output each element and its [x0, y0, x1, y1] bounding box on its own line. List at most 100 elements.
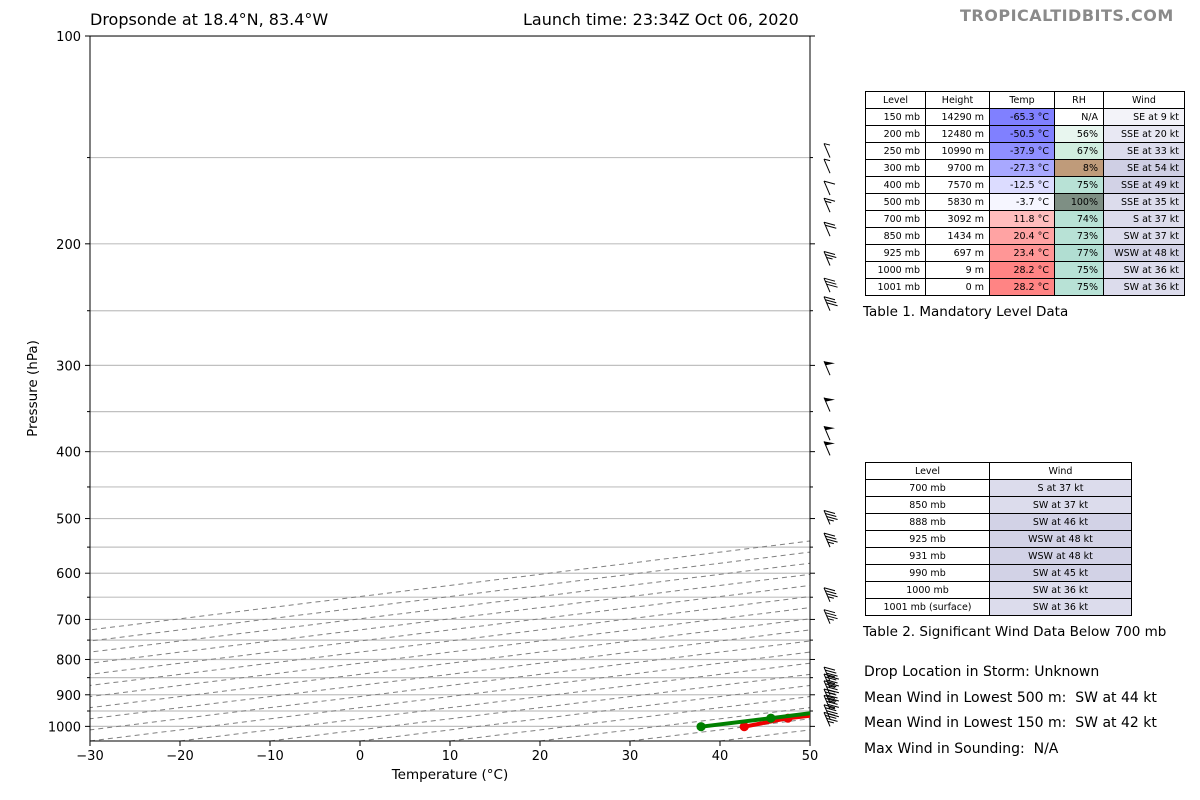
- level-cell: 1001 mb: [865, 278, 926, 296]
- table1-row: 500 mb 5830 m -3.7 °C 100% SSE at 35 kt: [865, 193, 1185, 211]
- wind-barb-staff: [823, 296, 831, 311]
- rh-cell: 75%: [1054, 278, 1104, 296]
- wind-barb-full: [825, 669, 837, 674]
- level-cell: 925 mb: [865, 530, 990, 548]
- level-cell: 500 mb: [865, 193, 926, 211]
- table2-row: 931 mb WSW at 48 kt: [865, 547, 1132, 565]
- x-tick-label: 30: [622, 749, 639, 764]
- table1-header-cell: Height: [925, 91, 990, 109]
- wind-barb-staff: [823, 180, 831, 196]
- height-cell: 9 m: [925, 261, 990, 279]
- table2-body: 700 mb S at 37 kt 850 mb SW at 37 kt 888 mb S…: [865, 479, 1132, 616]
- wind-barb: [823, 296, 838, 311]
- x-tick-label: −30: [76, 749, 103, 764]
- temp-cell: 11.8 °C: [989, 210, 1055, 228]
- table1-header-cell: Temp: [989, 91, 1055, 109]
- wind-barb-full: [826, 686, 838, 691]
- wind-barb-half: [829, 685, 836, 689]
- significant-wind-table: Level Wind 700 mb S at 37 kt 850 mb SW at 37…: [865, 462, 1132, 616]
- level-cell: 300 mb: [865, 159, 926, 177]
- wind-barb: [823, 532, 838, 548]
- level-cell: 700 mb: [865, 479, 990, 497]
- drop-location-text: Drop Location in Storm: Unknown: [864, 664, 1100, 680]
- wind-barb-full: [823, 704, 836, 709]
- y-tick-label: 400: [56, 446, 81, 461]
- mean-wind-150m-text: Mean Wind in Lowest 150 m: SW at 42 kt: [864, 715, 1157, 731]
- wind-cell: WSW at 48 kt: [989, 547, 1132, 565]
- table1-row: 850 mb 1434 m 20.4 °C 73% SW at 37 kt: [865, 227, 1185, 245]
- wind-barb-full: [825, 683, 837, 688]
- wind-barb-staff: [823, 688, 831, 704]
- wind-barb-full: [823, 221, 836, 226]
- y-tick-label: 1000: [48, 720, 81, 735]
- temp-cell: -3.7 °C: [989, 193, 1055, 211]
- wind-barb-full: [823, 277, 836, 282]
- wind-barb-half: [823, 158, 831, 162]
- isotherm-line: [90, 562, 810, 653]
- wind-barb-full: [825, 299, 837, 304]
- wind-barb: [823, 694, 839, 710]
- wind-barb-full: [825, 707, 837, 712]
- temp-cell: -37.9 °C: [989, 142, 1055, 160]
- wind-barb-full: [826, 538, 838, 543]
- isotherm-line: [90, 629, 810, 720]
- table1-header-cell: Level: [865, 91, 926, 109]
- temp-cell: -65.3 °C: [989, 108, 1055, 126]
- wind-barb-staff: [823, 704, 831, 719]
- wind-barb: [823, 251, 837, 266]
- wind-barb-full: [823, 666, 836, 671]
- wind-cell: SSE at 35 kt: [1103, 193, 1185, 211]
- wind-barb-pennant: [824, 361, 835, 366]
- y-tick-label: 500: [56, 513, 81, 528]
- y-tick-label: 700: [56, 613, 81, 628]
- wind-cell: S at 37 kt: [1103, 210, 1185, 228]
- rh-cell: 56%: [1054, 125, 1104, 143]
- level-cell: 150 mb: [865, 108, 926, 126]
- wind-barb-full: [823, 296, 836, 301]
- wind-barb-half: [826, 257, 833, 260]
- level-cell: 1000 mb: [865, 581, 990, 599]
- table2-header-cell: Level: [865, 462, 990, 480]
- height-cell: 10990 m: [925, 142, 990, 160]
- wind-barb: [823, 277, 838, 293]
- table1-header-row: Level Height Temp RH Wind: [865, 91, 1185, 109]
- wind-barb-full: [826, 679, 838, 684]
- isotherm-line: [359, 684, 810, 741]
- temperature-point: [849, 706, 858, 715]
- wind-barb-full: [823, 510, 836, 514]
- table2-row: 1000 mb SW at 36 kt: [865, 581, 1132, 599]
- isotherm-line: [90, 596, 810, 686]
- wind-cell: SW at 37 kt: [989, 496, 1132, 514]
- wind-barb-full: [827, 675, 839, 680]
- wind-barb: [823, 704, 839, 719]
- x-tick-label: 10: [442, 749, 459, 764]
- rh-cell: 75%: [1054, 261, 1104, 279]
- level-cell: 1001 mb (surface): [865, 598, 990, 616]
- height-cell: 697 m: [925, 244, 990, 262]
- table2-row: 990 mb SW at 45 kt: [865, 564, 1132, 582]
- table1-row: 400 mb 7570 m -12.5 °C 75% SSE at 49 kt: [865, 176, 1185, 194]
- isotherm-line: [90, 540, 810, 631]
- wind-barb: [823, 361, 835, 376]
- temp-cell: 28.2 °C: [989, 261, 1055, 279]
- level-cell: 250 mb: [865, 142, 926, 160]
- level-cell: 400 mb: [865, 176, 926, 194]
- wind-barb-staff: [823, 666, 831, 682]
- x-tick-label: −20: [166, 749, 193, 764]
- wind-barb-staff: [823, 587, 831, 602]
- height-cell: 9700 m: [925, 159, 990, 177]
- table1-row: 1001 mb 0 m 28.2 °C 75% SW at 36 kt: [865, 278, 1185, 296]
- rh-cell: 100%: [1054, 193, 1104, 211]
- wind-barb-full: [825, 280, 837, 285]
- wind-barb-staff: [823, 532, 831, 548]
- dewpoint-point: [696, 722, 706, 732]
- table1-body: 150 mb 14290 m -65.3 °C N/A SE at 9 kt 200 mb…: [865, 108, 1185, 296]
- y-tick-label: 600: [56, 567, 81, 582]
- wind-barb: [823, 180, 836, 196]
- table1-row: 150 mb 14290 m -65.3 °C N/A SE at 9 kt: [865, 108, 1185, 126]
- x-tick-label: 50: [802, 749, 819, 764]
- isotherm-line: [90, 584, 810, 675]
- temperature-line: [742, 713, 810, 729]
- grid-layer: [90, 36, 810, 741]
- temp-cell: 23.4 °C: [989, 244, 1055, 262]
